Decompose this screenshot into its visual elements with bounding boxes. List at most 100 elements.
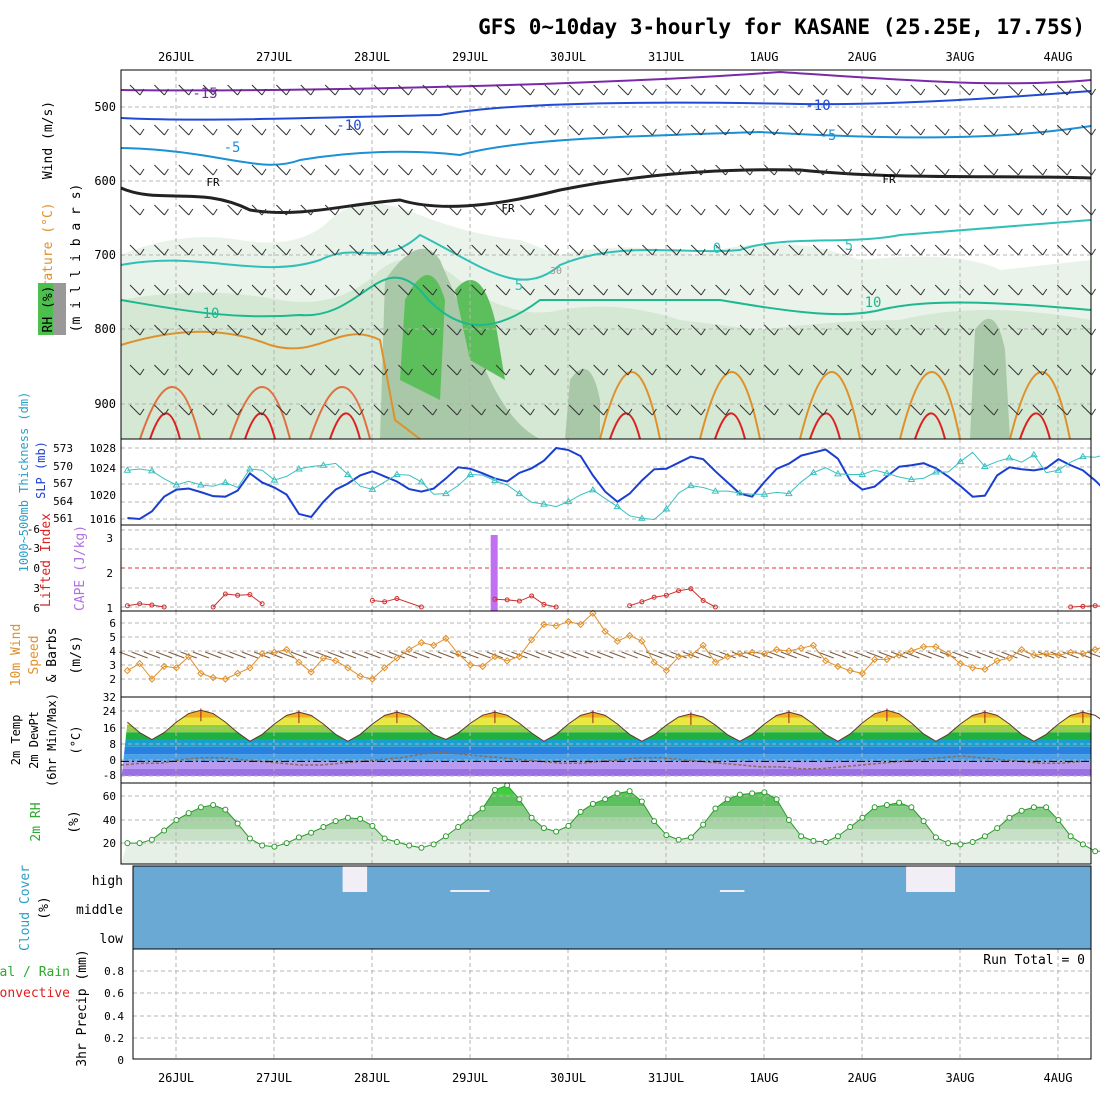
wind-barb-flag bbox=[432, 328, 438, 336]
wind10m-barb bbox=[376, 651, 393, 659]
wind-barb-flag bbox=[847, 408, 853, 416]
wind-barb bbox=[178, 84, 190, 96]
lifted-index-point bbox=[247, 592, 253, 598]
wind-barb-flag bbox=[554, 288, 560, 296]
wind-speed-point bbox=[270, 648, 279, 657]
wind-barb-flag bbox=[261, 248, 267, 256]
wind-barb-flag bbox=[310, 328, 316, 336]
wind-barb bbox=[764, 284, 775, 296]
wind-barb-flag bbox=[334, 328, 340, 336]
wind-barb bbox=[398, 84, 409, 96]
rh2m-point bbox=[981, 833, 988, 840]
wind-speed-point bbox=[870, 655, 879, 664]
wind-barb-flag bbox=[237, 368, 243, 376]
cloud-level-label: low bbox=[100, 932, 124, 947]
wind10m-barb bbox=[780, 651, 798, 659]
rh2m-point bbox=[197, 804, 204, 811]
wind-speed-point bbox=[919, 643, 928, 651]
wind-barb-flag bbox=[285, 128, 291, 136]
wind-barb bbox=[544, 84, 556, 96]
wind10m-barb bbox=[302, 651, 320, 659]
wind-barb bbox=[300, 124, 312, 136]
ytick-label: 40 bbox=[103, 814, 116, 827]
wind-barb bbox=[446, 364, 458, 376]
wind-barb-flag bbox=[651, 288, 657, 296]
top-date-label: 27JUL bbox=[256, 50, 292, 64]
wind-barb bbox=[812, 324, 824, 336]
wind-barb-flag bbox=[529, 168, 535, 176]
upper-air-yticks: 500 600 700 800 900 bbox=[94, 100, 116, 411]
temp2m-color-bands bbox=[121, 703, 1091, 776]
wind-barb bbox=[617, 124, 629, 136]
wind-barb-flag bbox=[481, 368, 487, 376]
wind-barb-flag bbox=[383, 328, 389, 336]
wind-barb-flag bbox=[969, 88, 975, 96]
wind10m-barb bbox=[119, 651, 136, 659]
wind-barb bbox=[642, 364, 653, 376]
rh2m-axis-label: 2m RH bbox=[29, 802, 44, 841]
wind-barb-flag bbox=[651, 328, 657, 336]
wind-speed-point bbox=[356, 672, 364, 680]
wind-barb bbox=[568, 404, 580, 416]
wind-barb-flag bbox=[627, 328, 633, 336]
wind-barb bbox=[764, 164, 775, 176]
wind-barb-flag bbox=[310, 408, 316, 416]
wind10m-barb bbox=[278, 651, 295, 659]
thickness-point bbox=[1030, 450, 1038, 458]
wind-barb bbox=[715, 244, 726, 256]
wind-barb-flag bbox=[285, 288, 291, 296]
wind-barb bbox=[471, 404, 482, 416]
wind-barb bbox=[983, 364, 995, 376]
wind-barb bbox=[422, 284, 434, 296]
wind-barb bbox=[1056, 124, 1068, 136]
precip-axis-label: 3hr Precip (mm) bbox=[75, 949, 90, 1066]
wind-barb-flag bbox=[993, 408, 999, 416]
wind-barb-flag bbox=[749, 88, 755, 96]
wind-barb bbox=[349, 124, 360, 136]
wind-barb bbox=[495, 124, 507, 136]
temp-band bbox=[121, 703, 1091, 710]
wind-barb-flag bbox=[212, 368, 218, 376]
wind-barb bbox=[739, 324, 751, 336]
ytick-label: 700 bbox=[94, 248, 116, 262]
wind-barb bbox=[886, 324, 897, 336]
wind10m-barb bbox=[547, 651, 565, 659]
wind-barb-flag bbox=[212, 88, 218, 96]
wind-barb-flag bbox=[822, 328, 828, 336]
cloud-clear-span bbox=[906, 866, 956, 892]
wind-barb-flag bbox=[212, 328, 218, 336]
wind-barb bbox=[642, 284, 653, 296]
wind-barb bbox=[154, 84, 165, 96]
lifted-index-point bbox=[418, 604, 424, 610]
wind-barb-flag bbox=[773, 208, 779, 216]
wind-speed-point bbox=[834, 662, 842, 671]
wind10m-barb bbox=[939, 651, 957, 659]
wind-barb-flag bbox=[237, 208, 243, 216]
wind-barb-flag bbox=[212, 408, 218, 416]
rh2m-point bbox=[234, 820, 241, 827]
wind-barb-flag bbox=[749, 248, 755, 256]
wind-barb-flag bbox=[920, 408, 926, 416]
wind-barb-flag bbox=[676, 368, 682, 376]
wind-barb-flag bbox=[1042, 88, 1048, 96]
rh2m-point bbox=[455, 823, 462, 830]
wind-barb bbox=[715, 404, 726, 416]
wind-barb bbox=[544, 284, 556, 296]
lifted-index-point bbox=[137, 601, 143, 607]
wind-barb bbox=[324, 404, 336, 416]
rh2m-point bbox=[859, 814, 866, 821]
wind-barb-flag bbox=[1091, 288, 1097, 296]
wind-barb-flag bbox=[359, 328, 365, 336]
wind-barb-flag bbox=[895, 208, 901, 216]
wind-barb bbox=[910, 164, 922, 176]
wind-barb-flag bbox=[456, 208, 462, 216]
temp2m-panel: 32 24 16 8 0 -8 2m Temp 2m DewPt (6hr Mi… bbox=[9, 691, 1100, 787]
temp-band bbox=[121, 754, 1091, 762]
rh2m-point bbox=[222, 806, 229, 813]
wind-barb-flag bbox=[969, 368, 975, 376]
wind-speed-point bbox=[797, 644, 805, 652]
wind10m-barb bbox=[915, 651, 932, 659]
wind-barb bbox=[1056, 164, 1068, 176]
lifted-index-point bbox=[663, 592, 669, 598]
wind-barb bbox=[471, 204, 482, 216]
